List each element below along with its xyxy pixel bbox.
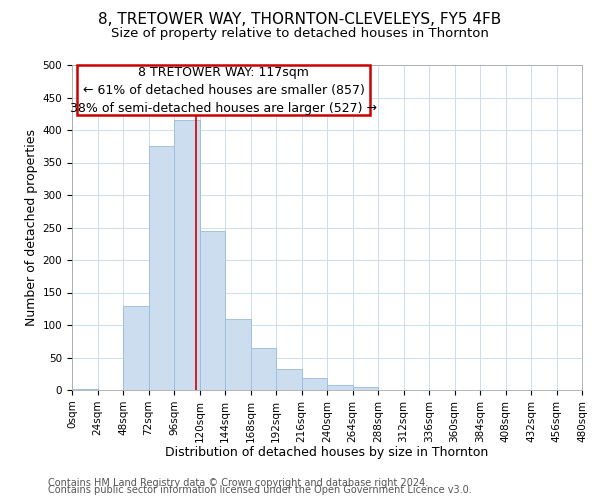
Bar (327, 386, 353, 390)
FancyBboxPatch shape (77, 65, 370, 116)
Text: 8, TRETOWER WAY, THORNTON-CLEVELEYS, FY5 4FB: 8, TRETOWER WAY, THORNTON-CLEVELEYS, FY5… (98, 12, 502, 28)
Text: Size of property relative to detached houses in Thornton: Size of property relative to detached ho… (111, 28, 489, 40)
Bar (251, 348, 276, 390)
Bar (276, 368, 302, 390)
Bar (302, 378, 327, 390)
Bar (123, 306, 149, 390)
Bar (174, 120, 199, 390)
Bar (353, 387, 378, 390)
Text: Contains HM Land Registry data © Crown copyright and database right 2024.: Contains HM Land Registry data © Crown c… (48, 478, 428, 488)
Text: Contains public sector information licensed under the Open Government Licence v3: Contains public sector information licen… (48, 485, 472, 495)
Y-axis label: Number of detached properties: Number of detached properties (25, 129, 38, 326)
Bar (72, 388, 97, 390)
Bar (149, 146, 174, 390)
Bar (199, 231, 225, 390)
Text: 8 TRETOWER WAY: 117sqm
← 61% of detached houses are smaller (857)
38% of semi-de: 8 TRETOWER WAY: 117sqm ← 61% of detached… (70, 66, 377, 114)
X-axis label: Distribution of detached houses by size in Thornton: Distribution of detached houses by size … (166, 446, 488, 459)
Bar (225, 318, 251, 390)
